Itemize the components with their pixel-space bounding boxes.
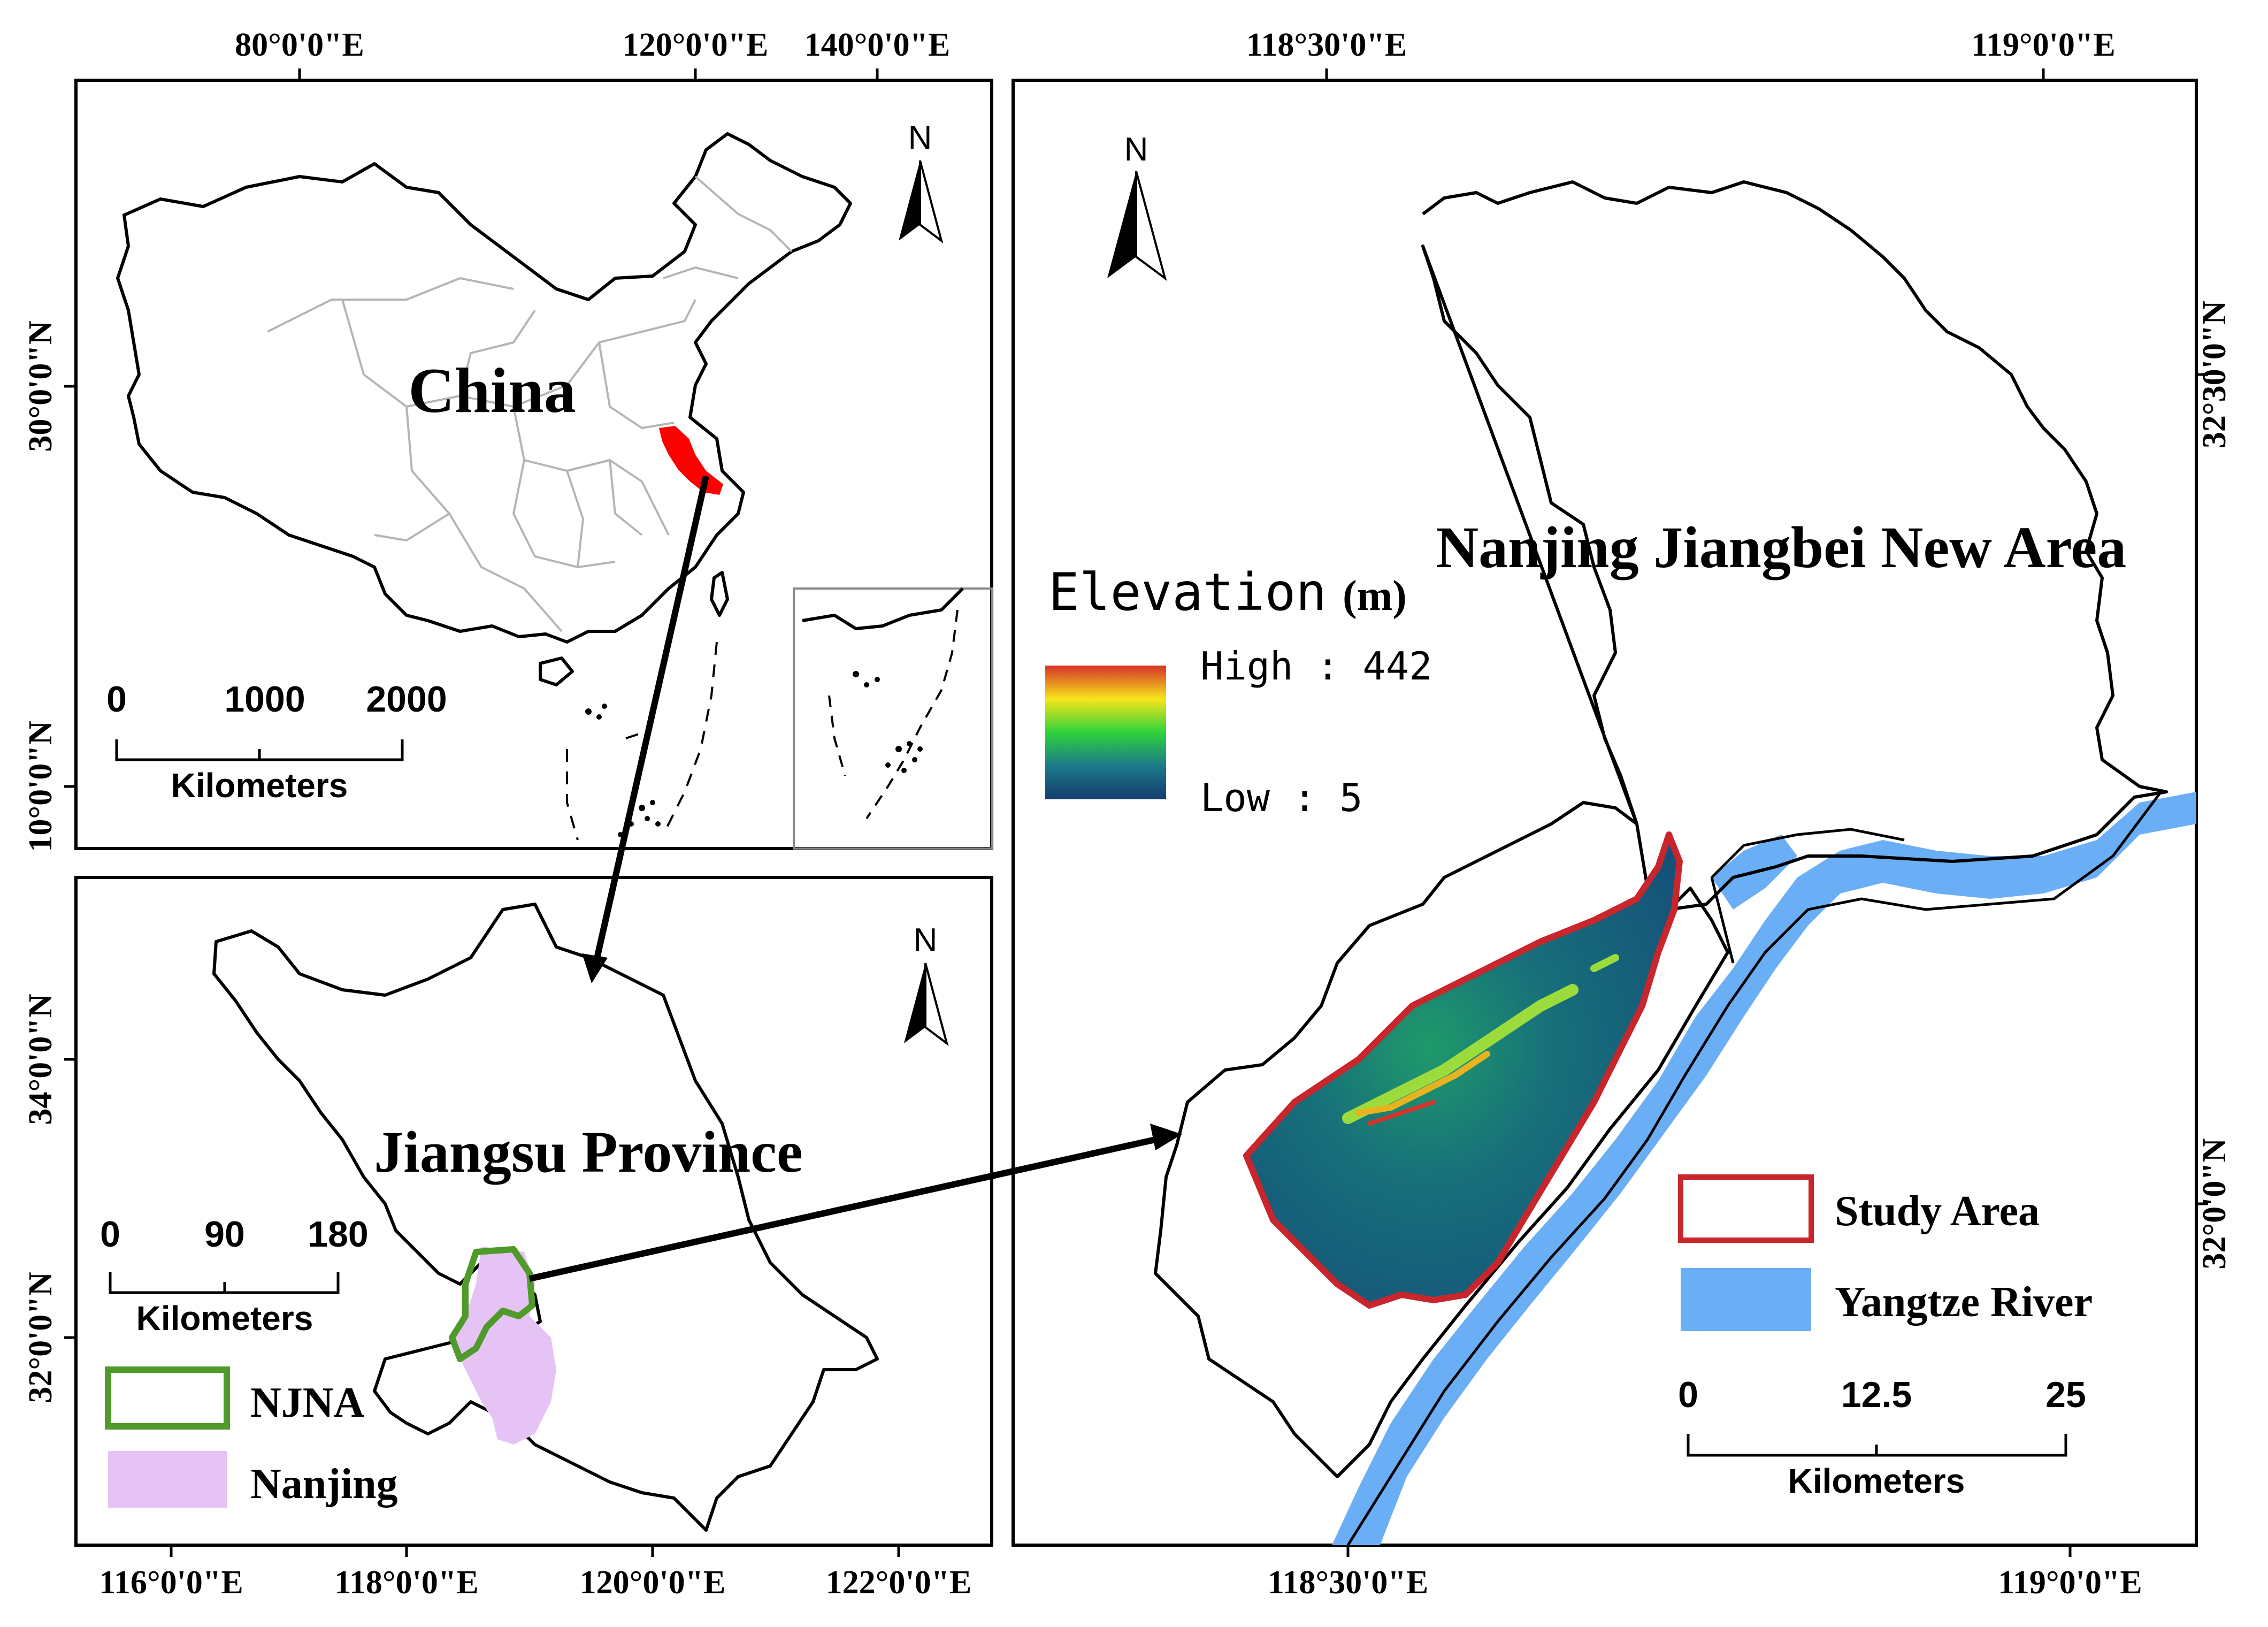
legend-swatch-study-area	[1678, 1174, 1814, 1243]
china-north-label: N	[908, 119, 932, 156]
china-outline	[116, 132, 852, 644]
south-china-sea-inset	[793, 587, 993, 850]
china-left-tick-label: 10°0'0"N	[22, 721, 59, 852]
north-arrow-icon: N	[1107, 131, 1167, 281]
arrowhead-icon	[1150, 1124, 1182, 1150]
jiangbei-legend: Study Area Yangtze River	[1678, 1174, 2093, 1331]
china-to-jiangsu-arrow	[593, 475, 709, 964]
china-scale-value: 2000	[366, 679, 447, 720]
jiangsu-to-jiangbei-arrow	[528, 1136, 1156, 1282]
legend-label-nanjing: Nanjing	[250, 1461, 398, 1508]
jiangsu-scale-value: 90	[204, 1214, 245, 1255]
china-scale-value: 0	[106, 679, 127, 720]
legend-swatch-njna	[105, 1366, 230, 1430]
jiangsu-legend: NJNA Nanjing	[105, 1366, 398, 1508]
china-left-tick-label: 30°0'0"N	[22, 320, 59, 452]
jiangbei-scale-value: 12.5	[1841, 1374, 1912, 1415]
elevation-unit: (m)	[1343, 572, 1407, 620]
river-boundary-line	[1710, 828, 1905, 964]
legend-swatch-nanjing	[108, 1451, 227, 1508]
north-arrow-icon: N	[899, 119, 944, 244]
jiangsu-panel-frame	[74, 876, 993, 1547]
connector-arrows	[528, 475, 1182, 1282]
jiangbei-label: Nanjing Jiangbei New Area	[1436, 515, 2127, 580]
jiangbei-scale-unit: Kilometers	[1788, 1462, 1965, 1500]
island-dots	[585, 704, 661, 837]
yangtze-river	[1332, 792, 2196, 1545]
hainan-island	[539, 656, 574, 686]
jiangsu-scale-value: 0	[100, 1214, 120, 1255]
jiangbei-right-tick-label: 32°0'0"N	[2196, 1138, 2233, 1269]
jiangbei-panel: 118°30'0"E 119°0'0"E 118°30'0"E 119°0'0"…	[1012, 27, 2233, 1601]
north-arrow-icon: N	[904, 922, 949, 1047]
taiwan-island	[710, 571, 729, 617]
legend-label-study-area: Study Area	[1835, 1188, 2040, 1235]
jiangsu-panel: 116°0'0"E 118°0'0"E 120°0'0"E 122°0'0"E …	[22, 876, 993, 1601]
jiangsu-bottom-tick-label: 122°0'0"E	[826, 1564, 972, 1601]
jiangsu-bottom-tick-label: 120°0'0"E	[580, 1564, 726, 1601]
china-panel: 80°0'0"E 120°0'0"E 140°0'0"E 30°0'0"N 10…	[22, 27, 993, 852]
river-boundary-line	[1346, 791, 2162, 1546]
jiangsu-label: Jiangsu Province	[374, 1119, 803, 1185]
elevation-title: Elevation	[1048, 562, 1327, 622]
jiangbei-scale-value: 25	[2045, 1374, 2086, 1415]
jiangsu-scale-bar: 0 90 180 Kilometers	[100, 1214, 369, 1338]
china-scale-value: 1000	[224, 679, 305, 720]
jiangbei-top-tick-label: 119°0'0"E	[1971, 27, 2115, 63]
china-panel-frame	[74, 79, 993, 850]
province-borders	[267, 175, 793, 632]
jiangbei-top-tick-label: 118°30'0"E	[1246, 27, 1407, 63]
elevation-color-ramp	[1045, 666, 1166, 799]
elevation-legend: Elevation (m) High : 442 Low : 5	[1045, 562, 1432, 820]
china-top-tick-label: 120°0'0"E	[623, 27, 769, 63]
jiangsu-north-label: N	[914, 922, 938, 959]
jiangbei-scale-bar: 0 12.5 25 Kilometers	[1678, 1374, 2086, 1500]
elevation-high: High : 442	[1200, 644, 1432, 689]
china-scale-bar: 0 1000 2000 Kilometers	[106, 679, 447, 805]
jiangbei-scale-value: 0	[1678, 1374, 1698, 1415]
jiangsu-left-tick-label: 34°0'0"N	[22, 994, 59, 1125]
dem-ridges	[1342, 954, 1619, 1126]
legend-label-yangtze: Yangtze River	[1835, 1279, 2093, 1326]
jiangbei-outline	[1154, 180, 2168, 1478]
arrowhead-icon	[582, 953, 608, 983]
jiangsu-left-tick-label: 32°0'0"N	[22, 1272, 59, 1403]
jiangsu-bottom-tick-label: 116°0'0"E	[99, 1564, 243, 1601]
legend-swatch-yangtze	[1681, 1268, 1811, 1331]
elevation-low: Low : 5	[1200, 775, 1362, 820]
china-top-tick-label: 140°0'0"E	[804, 27, 951, 63]
jiangbei-north-label: N	[1124, 131, 1148, 168]
jiangbei-bottom-tick-label: 118°30'0"E	[1268, 1564, 1428, 1601]
njna-outline	[449, 1246, 535, 1362]
jiangsu-scale-unit: Kilometers	[136, 1299, 313, 1338]
china-scale-unit: Kilometers	[171, 766, 348, 805]
jiangbei-bottom-tick-label: 119°0'0"E	[1998, 1564, 2142, 1601]
nine-dash-line	[566, 641, 718, 841]
china-top-tick-label: 80°0'0"E	[235, 27, 364, 63]
jiangbei-right-tick-label: 32°30'0"N	[2196, 301, 2233, 448]
jiangsu-scale-value: 180	[308, 1214, 368, 1255]
china-label: China	[408, 355, 576, 426]
legend-label-njna: NJNA	[250, 1379, 365, 1426]
jiangsu-bottom-tick-label: 118°0'0"E	[334, 1564, 478, 1601]
